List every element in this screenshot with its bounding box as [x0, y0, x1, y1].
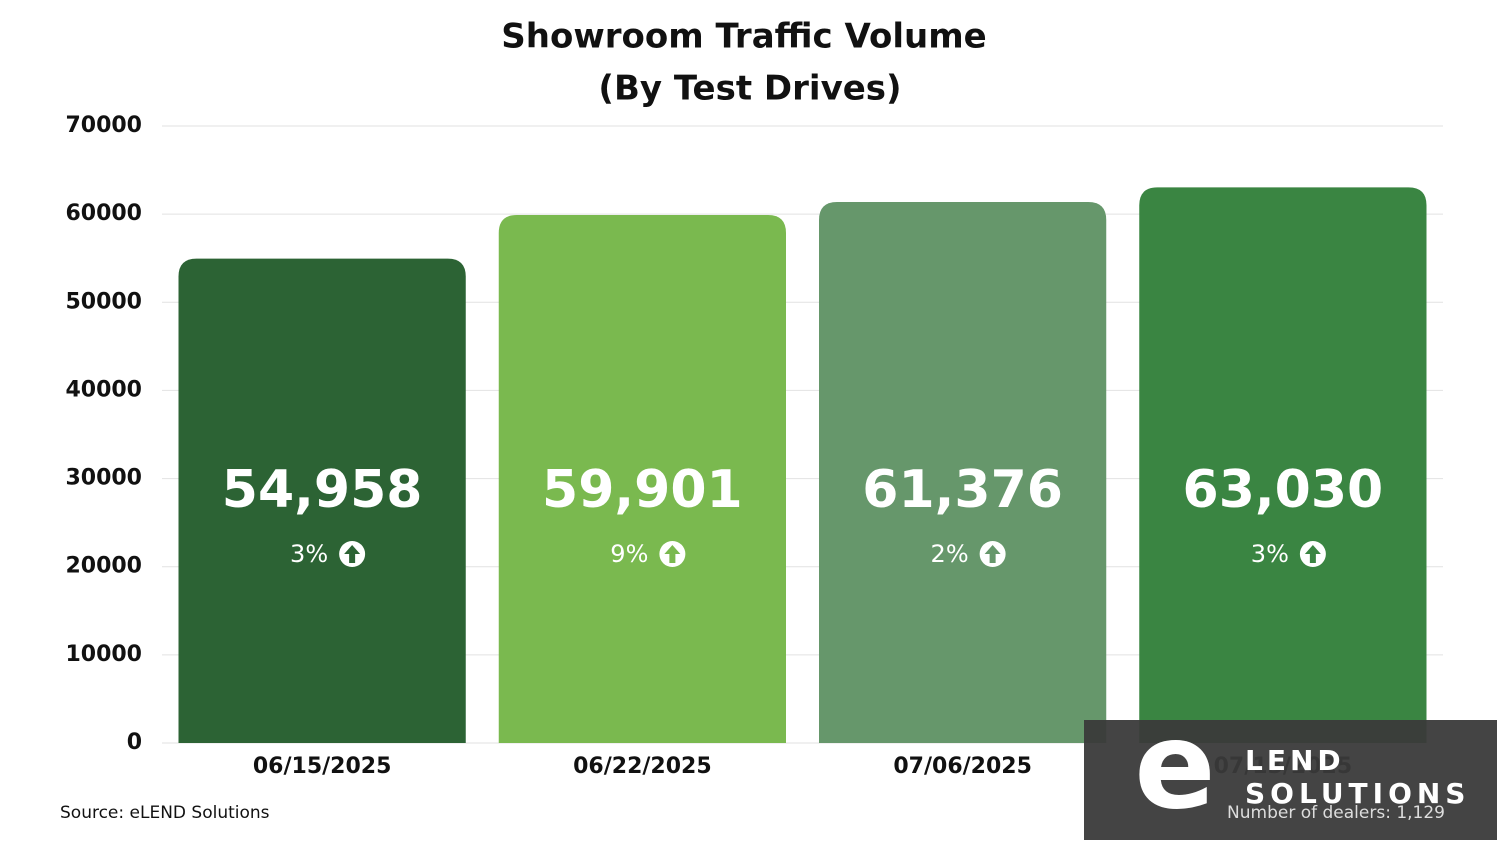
x-tick-label: 07/06/2025 [893, 754, 1032, 779]
change-label: 9% [610, 540, 648, 568]
up-arrow [344, 545, 361, 563]
chart-subtitle: (By Test Drives) [598, 69, 901, 109]
y-tick-label: 50000 [65, 289, 142, 314]
y-tick-label: 20000 [65, 554, 142, 579]
bar [178, 258, 466, 743]
value-label: 54,958 [222, 460, 423, 520]
y-tick-label: 0 [127, 730, 142, 755]
logo-line2: SOLUTIONS [1245, 777, 1470, 810]
y-tick-label: 60000 [65, 201, 142, 226]
value-label: 59,901 [542, 460, 743, 520]
logo-mark: e [1134, 698, 1215, 837]
value-label: 63,030 [1183, 460, 1384, 520]
y-tick-label: 10000 [65, 642, 142, 667]
y-tick-label: 30000 [65, 466, 142, 491]
bar [819, 202, 1107, 743]
up-arrow [1304, 545, 1321, 563]
source: Source: eLEND Solutions [60, 803, 270, 823]
x-tick-label: 06/22/2025 [573, 754, 712, 779]
bar [1139, 187, 1427, 744]
bar [498, 215, 786, 743]
logo-line1: LEND [1245, 744, 1345, 777]
footnote: Number of dealers: 1,129 [1227, 803, 1445, 823]
value-label: 61,376 [862, 460, 1063, 520]
change-label: 2% [931, 540, 969, 568]
x-tick-label: 06/15/2025 [253, 754, 392, 779]
plot: 0 10000 20000 30000 40000 50000 60000 70000 06/1… [65, 113, 1443, 779]
change-label: 3% [290, 540, 328, 568]
logo-overlay: Number of dealers: 1,129 e LEND SOLUTION… [1084, 698, 1497, 840]
up-arrow [984, 545, 1001, 563]
up-arrow [664, 545, 681, 563]
logo-background [1084, 720, 1497, 840]
y-tick-label: 70000 [65, 113, 142, 138]
y-tick-label: 40000 [65, 377, 142, 402]
change-label: 3% [1251, 540, 1289, 568]
chart-title: Showroom Traffic Volume [501, 17, 986, 57]
